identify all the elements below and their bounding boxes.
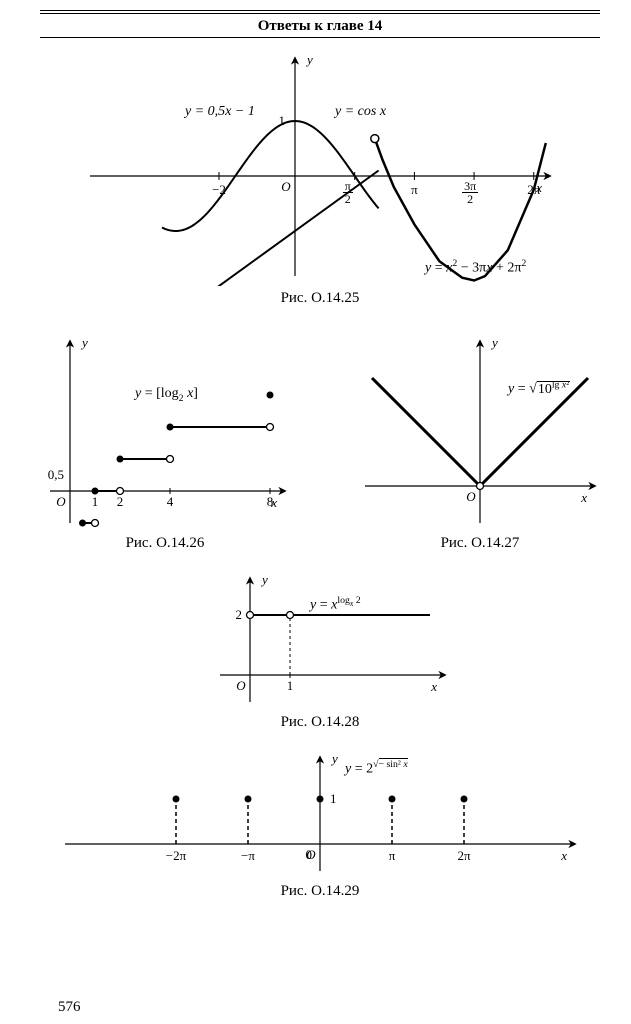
header-title: Ответы к главе 14 bbox=[40, 16, 600, 38]
fig29-eq: y = 2√− sin² x bbox=[345, 759, 408, 778]
svg-text:y: y bbox=[330, 751, 338, 766]
svg-text:−2π: −2π bbox=[166, 848, 187, 863]
svg-text:y: y bbox=[80, 335, 88, 350]
svg-text:−2: −2 bbox=[212, 182, 226, 197]
svg-text:1: 1 bbox=[330, 791, 337, 806]
fig26-caption: Рис. О.14.26 bbox=[40, 535, 290, 552]
fig27-caption: Рис. О.14.27 bbox=[360, 535, 600, 552]
fig25-eq-cos: y = cos x bbox=[335, 104, 386, 120]
svg-text:1: 1 bbox=[287, 678, 294, 693]
figure-14-27: x y O y = √10lg x² Рис. О.14.27 bbox=[360, 331, 600, 552]
svg-text:x: x bbox=[560, 848, 567, 863]
svg-text:0,5: 0,5 bbox=[48, 467, 64, 482]
svg-text:x: x bbox=[430, 679, 437, 694]
svg-text:2: 2 bbox=[236, 607, 243, 622]
page-number: 576 bbox=[58, 999, 81, 1016]
fig25-svg: xyO1−2π2π3π22π bbox=[85, 46, 555, 286]
svg-text:y: y bbox=[305, 52, 313, 67]
fig27-svg: x y O bbox=[360, 331, 600, 531]
fig28-eq: y = xlogx 2 bbox=[310, 595, 361, 614]
svg-text:2: 2 bbox=[117, 494, 124, 509]
fig29-caption: Рис. О.14.29 bbox=[60, 883, 580, 900]
svg-text:O: O bbox=[236, 678, 246, 693]
fig26-eq: y = [log2 x] bbox=[135, 386, 198, 404]
fig29-svg: xyO1−2π−π0π2π bbox=[60, 749, 580, 879]
figure-14-28: x y O 1 2 y = xlogx 2 Рис. О.14.28 bbox=[190, 570, 450, 731]
svg-text:y: y bbox=[260, 572, 268, 587]
fig26-svg: xyO12480,5 bbox=[40, 331, 290, 531]
svg-text:8: 8 bbox=[267, 494, 274, 509]
svg-text:y: y bbox=[490, 335, 498, 350]
fig25-eq-line: y = 0,5x − 1 bbox=[185, 104, 255, 120]
figure-14-25: xyO1−2π2π3π22π y = 0,5x − 1 y = cos x y … bbox=[85, 46, 555, 307]
fig28-svg: x y O 1 2 bbox=[190, 570, 450, 710]
fig25-eq-parab: y = x2 − 3πx + 2π2 bbox=[425, 258, 526, 277]
svg-text:O: O bbox=[56, 494, 66, 509]
fig28-caption: Рис. О.14.28 bbox=[190, 714, 450, 731]
fig27-eq: y = √10lg x² bbox=[508, 379, 570, 398]
svg-text:−π: −π bbox=[241, 848, 255, 863]
svg-text:4: 4 bbox=[167, 494, 174, 509]
svg-text:1: 1 bbox=[92, 494, 99, 509]
header-rule-top bbox=[40, 10, 600, 14]
svg-text:O: O bbox=[281, 179, 291, 194]
svg-text:π: π bbox=[411, 182, 418, 197]
svg-text:O: O bbox=[466, 489, 476, 504]
figure-14-26: xyO12480,5 y = [log2 x] Рис. О.14.26 bbox=[40, 331, 290, 552]
svg-text:x: x bbox=[580, 490, 587, 505]
svg-text:π: π bbox=[389, 848, 396, 863]
fig25-caption: Рис. О.14.25 bbox=[85, 290, 555, 307]
svg-text:0: 0 bbox=[306, 847, 313, 862]
svg-text:2π: 2π bbox=[457, 848, 471, 863]
figure-14-29: xyO1−2π−π0π2π y = 2√− sin² x Рис. О.14.2… bbox=[60, 749, 580, 900]
